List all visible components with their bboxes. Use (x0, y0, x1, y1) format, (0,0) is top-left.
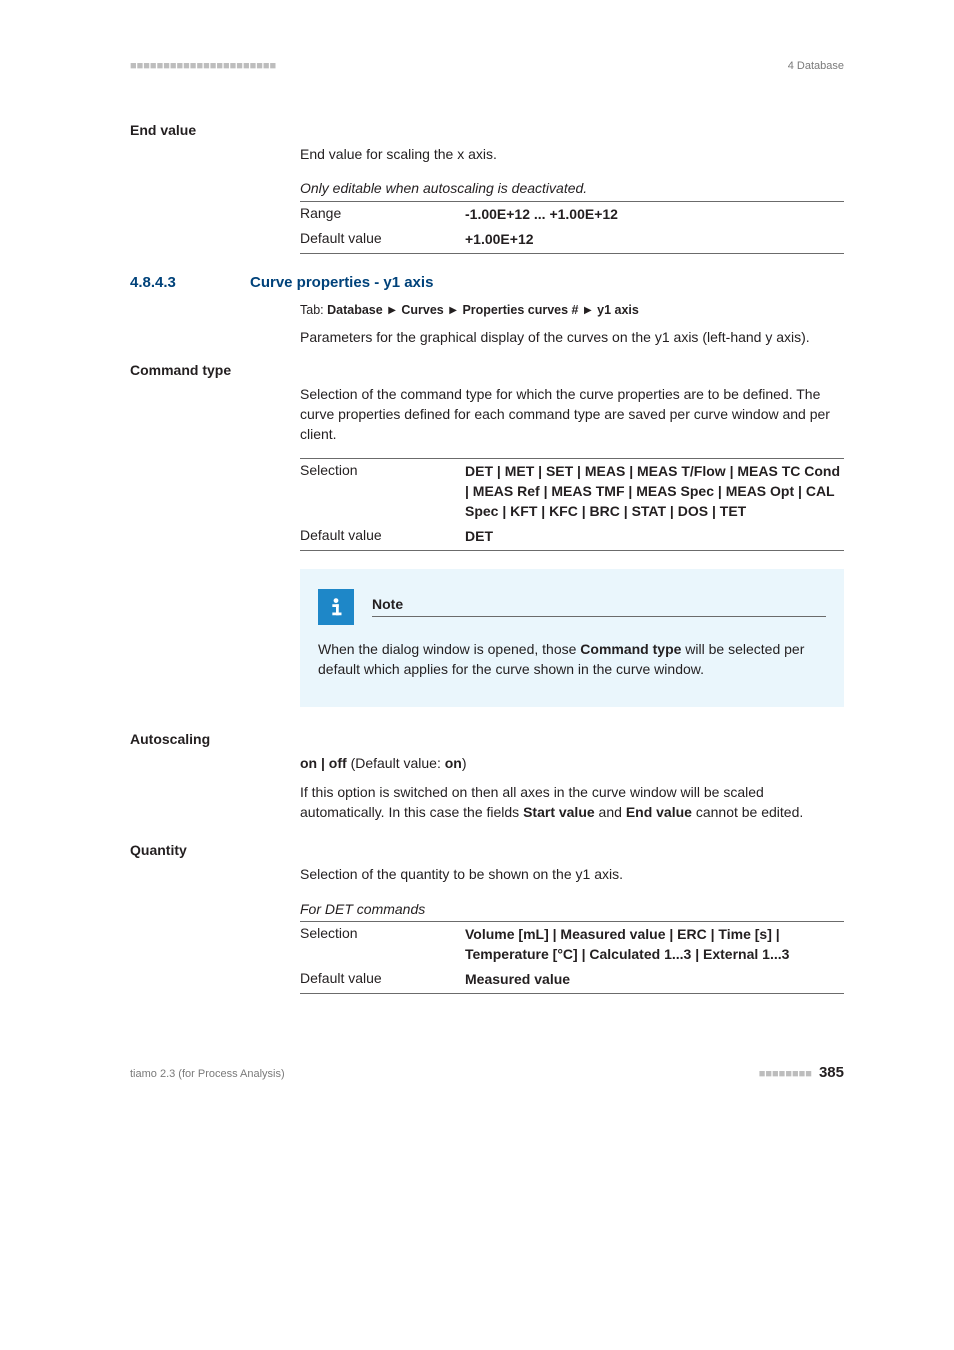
note-text-bold: Command type (580, 641, 681, 657)
section-intro: Parameters for the graphical display of … (300, 327, 844, 347)
kv-val: Measured value (465, 967, 570, 993)
footer-product: tiamo 2.3 (for Process Analysis) (130, 1068, 285, 1080)
param-autoscaling: Autoscaling on | off (Default value: on)… (130, 731, 844, 822)
end-value-desc: End value for scaling the x axis. (300, 144, 844, 164)
autoscaling-body: on | off (Default value: on) If this opt… (300, 753, 844, 822)
note-body: When the dialog window is opened, those … (318, 639, 826, 680)
chevron-right-icon: ▶ (388, 305, 396, 316)
section-heading: 4.8.4.3 Curve properties - y1 axis (130, 274, 844, 291)
tab-step: Properties curves # (462, 303, 578, 317)
table-row: Default value Measured value (300, 967, 844, 993)
note-header: Note (318, 589, 826, 625)
info-icon (318, 589, 354, 625)
kv-key: Default value (300, 227, 465, 253)
chevron-right-icon: ▶ (584, 305, 592, 316)
tab-step: y1 axis (597, 303, 639, 317)
onoff-mid: (Default value: (347, 755, 445, 771)
kv-key: Default value (300, 967, 465, 993)
kv-val: DET | MET | SET | MEAS | MEAS T/Flow | M… (465, 459, 844, 524)
command-type-label: Command type (130, 362, 844, 378)
note-text-pre: When the dialog window is opened, those (318, 641, 580, 657)
kv-val: Volume [mL] | Measured value | ERC | Tim… (465, 922, 844, 967)
end-value-label: End value (130, 122, 844, 138)
page-footer: tiamo 2.3 (for Process Analysis) ■■■■■■■… (130, 1064, 844, 1081)
quantity-body: Selection of the quantity to be shown on… (300, 864, 844, 993)
footer-page-number: 385 (819, 1064, 844, 1081)
kv-val: DET (465, 524, 493, 550)
table-row: Range -1.00E+12 ... +1.00E+12 (300, 202, 844, 228)
page-header: ■■■■■■■■■■■■■■■■■■■■■■ 4 Database (130, 60, 844, 72)
header-dashes: ■■■■■■■■■■■■■■■■■■■■■■ (130, 60, 276, 72)
tab-prefix: Tab: (300, 303, 327, 317)
autoscaling-desc-b2: End value (626, 804, 692, 820)
section-title: Curve properties - y1 axis (250, 274, 433, 291)
table-row: Selection DET | MET | SET | MEAS | MEAS … (300, 459, 844, 524)
footer-page-wrap: ■■■■■■■■ 385 (759, 1064, 844, 1081)
kv-val: -1.00E+12 ... +1.00E+12 (465, 202, 618, 228)
table-row: Default value DET (300, 524, 844, 550)
table-row: Selection Volume [mL] | Measured value |… (300, 922, 844, 967)
command-type-table: Selection DET | MET | SET | MEAS | MEAS … (300, 458, 844, 550)
quantity-label: Quantity (130, 842, 844, 858)
autoscaling-desc: If this option is switched on then all a… (300, 782, 844, 823)
quantity-subnote: For DET commands (300, 899, 844, 919)
autoscaling-label: Autoscaling (130, 731, 844, 747)
kv-key: Default value (300, 524, 465, 550)
onoff-default: on (445, 755, 462, 771)
param-command-type: Command type Selection of the command ty… (130, 362, 844, 708)
note-box: Note When the dialog window is opened, t… (300, 569, 844, 708)
end-value-body: End value for scaling the x axis. Only e… (300, 144, 844, 254)
onoff-post: ) (462, 755, 467, 771)
end-value-table: Range -1.00E+12 ... +1.00E+12 Default va… (300, 201, 844, 254)
note-title-wrap: Note (372, 596, 826, 617)
autoscaling-desc-post: cannot be edited. (692, 804, 803, 820)
param-end-value: End value End value for scaling the x ax… (130, 122, 844, 254)
quantity-table: Selection Volume [mL] | Measured value |… (300, 921, 844, 994)
kv-key: Range (300, 202, 465, 228)
tab-step: Database (327, 303, 383, 317)
autoscaling-onoff: on | off (Default value: on) (300, 753, 844, 773)
tab-path: Tab: Database ▶ Curves ▶ Properties curv… (300, 303, 844, 317)
param-quantity: Quantity Selection of the quantity to be… (130, 842, 844, 993)
command-type-desc: Selection of the command type for which … (300, 384, 844, 445)
tab-step: Curves (401, 303, 443, 317)
command-type-body: Selection of the command type for which … (300, 384, 844, 708)
footer-dashes: ■■■■■■■■ (759, 1068, 812, 1080)
kv-key: Selection (300, 459, 465, 524)
onoff-options: on | off (300, 755, 347, 771)
kv-val: +1.00E+12 (465, 227, 534, 253)
kv-key: Selection (300, 922, 465, 967)
end-value-condition: Only editable when autoscaling is deacti… (300, 178, 844, 198)
section-number: 4.8.4.3 (130, 274, 250, 291)
chevron-right-icon: ▶ (449, 305, 457, 316)
autoscaling-desc-b1: Start value (523, 804, 595, 820)
autoscaling-desc-mid: and (595, 804, 626, 820)
page: ■■■■■■■■■■■■■■■■■■■■■■ 4 Database End va… (0, 0, 954, 1121)
table-row: Default value +1.00E+12 (300, 227, 844, 253)
header-running-title: 4 Database (788, 60, 844, 72)
section-intro-block: Tab: Database ▶ Curves ▶ Properties curv… (300, 303, 844, 347)
quantity-desc: Selection of the quantity to be shown on… (300, 864, 844, 884)
note-title: Note (372, 596, 826, 617)
